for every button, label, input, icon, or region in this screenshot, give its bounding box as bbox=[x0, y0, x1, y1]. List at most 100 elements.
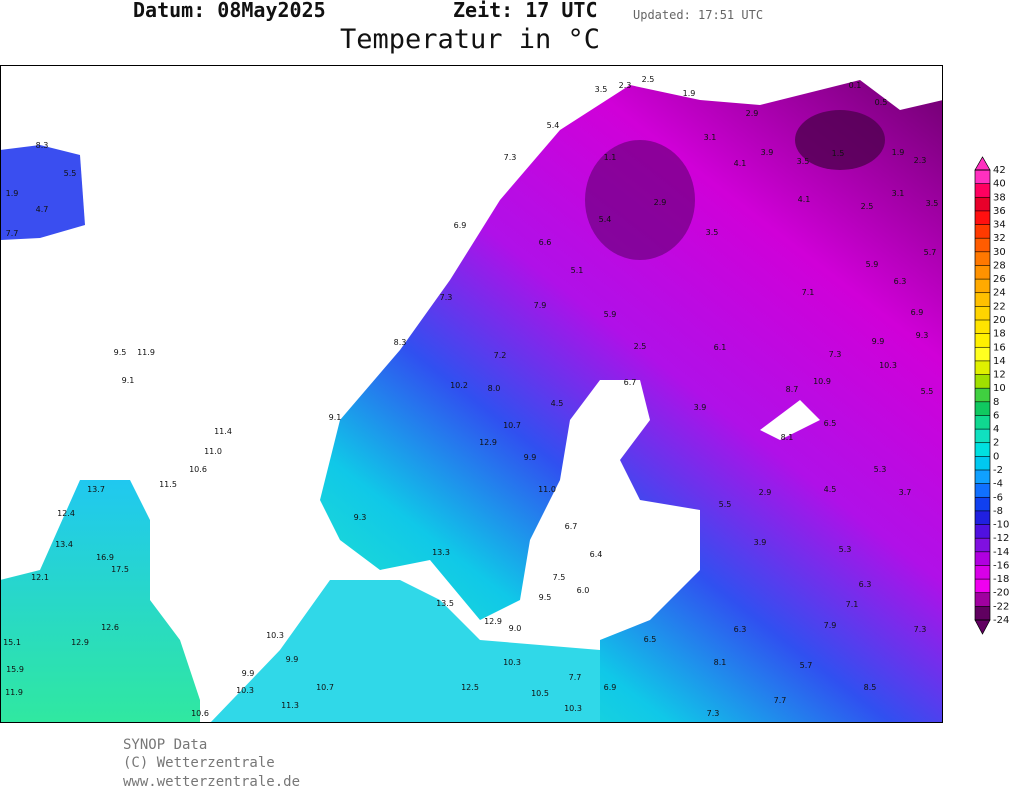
station-value: 10.2 bbox=[450, 381, 468, 390]
colorbar-label: 16 bbox=[993, 342, 1006, 353]
colorbar-band bbox=[975, 442, 990, 457]
station-value: 9.5 bbox=[539, 593, 552, 602]
station-value: 9.9 bbox=[872, 337, 885, 346]
station-value: 13.5 bbox=[436, 599, 454, 608]
station-value: 7.1 bbox=[846, 600, 859, 609]
station-value: 4.1 bbox=[734, 159, 747, 168]
station-value: 6.4 bbox=[590, 550, 603, 559]
station-value: 10.3 bbox=[266, 631, 284, 640]
station-value: 7.3 bbox=[829, 350, 842, 359]
station-value: 3.5 bbox=[595, 85, 608, 94]
station-value: 7.3 bbox=[440, 293, 453, 302]
colorbar-band bbox=[975, 388, 990, 403]
station-value: 5.9 bbox=[866, 260, 879, 269]
station-value: 7.9 bbox=[824, 621, 837, 630]
colorbar-band bbox=[975, 606, 990, 621]
station-value: 7.7 bbox=[774, 696, 787, 705]
cold-core bbox=[795, 110, 885, 170]
colorbar-top-arrow bbox=[974, 156, 991, 171]
title: Temperatur in °C bbox=[340, 24, 600, 55]
station-value: 8.1 bbox=[781, 433, 794, 442]
colorbar-label: 4 bbox=[993, 424, 999, 435]
station-value: 0.1 bbox=[849, 81, 862, 90]
station-value: 13.7 bbox=[87, 485, 105, 494]
land-central-europe bbox=[210, 580, 600, 722]
colorbar-band bbox=[975, 565, 990, 580]
date: Datum: 08May2025 bbox=[133, 0, 326, 22]
colorbar-band bbox=[975, 197, 990, 212]
colorbar-band bbox=[975, 551, 990, 566]
station-value: 6.1 bbox=[714, 343, 727, 352]
station-value: 8.7 bbox=[786, 385, 799, 394]
station-value: 1.5 bbox=[832, 149, 845, 158]
station-value: 6.9 bbox=[911, 308, 924, 317]
station-value: 12.9 bbox=[479, 438, 497, 447]
station-value: 3.9 bbox=[694, 403, 707, 412]
station-value: 10.9 bbox=[813, 377, 831, 386]
colorbar-label: -20 bbox=[993, 588, 1009, 599]
station-value: 12.9 bbox=[71, 638, 89, 647]
colorbar-label: 32 bbox=[993, 233, 1006, 244]
colorbar-band bbox=[975, 238, 990, 253]
colorbar-label: 6 bbox=[993, 410, 999, 421]
colorbar-label: 26 bbox=[993, 274, 1006, 285]
colorbar-label: 24 bbox=[993, 288, 1006, 299]
colorbar-label: 14 bbox=[993, 356, 1006, 367]
station-value: 3.5 bbox=[797, 157, 810, 166]
colorbar-band bbox=[975, 524, 990, 539]
station-value: 2.5 bbox=[861, 202, 874, 211]
station-value: 5.4 bbox=[599, 215, 612, 224]
station-value: 2.9 bbox=[654, 198, 667, 207]
station-value: 3.7 bbox=[899, 488, 912, 497]
station-value: 7.5 bbox=[553, 573, 566, 582]
colorbar-band bbox=[975, 483, 990, 498]
colorbar-label: -18 bbox=[993, 574, 1009, 585]
station-value: 6.7 bbox=[565, 522, 578, 531]
colorbar-band bbox=[975, 401, 990, 416]
colorbar-band bbox=[975, 183, 990, 198]
station-values: 3.5 2.3 2.5 1.9 2.9 0.1 0.5 1.5 1.9 2.3 3.1 4.1 3.9 3… bbox=[3, 75, 938, 718]
station-value: 10.7 bbox=[316, 683, 334, 692]
station-value: 12.4 bbox=[57, 509, 75, 518]
colorbar-band bbox=[975, 510, 990, 526]
colorbar-label: 22 bbox=[993, 301, 1006, 312]
land-fennoscandia bbox=[320, 80, 942, 722]
station-value: 10.7 bbox=[503, 421, 521, 430]
colorbar-band bbox=[975, 538, 990, 553]
colorbar-label: 0 bbox=[993, 451, 999, 462]
station-value: 10.6 bbox=[189, 465, 207, 474]
colorbar-band bbox=[975, 456, 990, 471]
station-value: 3.9 bbox=[761, 148, 774, 157]
colorbar-label: -2 bbox=[993, 465, 1003, 476]
station-value: 11.0 bbox=[204, 447, 222, 456]
station-value: 12.6 bbox=[101, 623, 119, 632]
colorbar-label: -16 bbox=[993, 560, 1009, 571]
station-value: 5.1 bbox=[571, 266, 584, 275]
updated: Updated: 17:51 UTC bbox=[633, 8, 763, 22]
station-value: 3.5 bbox=[706, 228, 719, 237]
land-iceland bbox=[1, 145, 85, 240]
station-value: 3.1 bbox=[892, 189, 905, 198]
station-value: 11.9 bbox=[5, 688, 23, 697]
station-value: 6.7 bbox=[624, 378, 637, 387]
colorbar-band bbox=[975, 292, 990, 307]
colorbar-band bbox=[975, 170, 990, 185]
cold-core bbox=[585, 140, 695, 260]
colorbar-label: 2 bbox=[993, 438, 999, 449]
station-value: 10.3 bbox=[236, 686, 254, 695]
colorbar-band bbox=[975, 347, 990, 362]
station-value: 9.1 bbox=[122, 376, 135, 385]
station-value: 6.6 bbox=[539, 238, 552, 247]
station-value: 6.3 bbox=[894, 277, 907, 286]
station-value: 8.5 bbox=[864, 683, 877, 692]
station-value: 8.3 bbox=[394, 338, 407, 347]
colorbar-band bbox=[975, 360, 990, 376]
colorbar-label: 10 bbox=[993, 383, 1006, 394]
station-value: 8.3 bbox=[36, 141, 49, 150]
station-value: 8.0 bbox=[488, 384, 501, 393]
colorbar-band bbox=[975, 497, 990, 512]
station-value: 1.9 bbox=[683, 89, 696, 98]
station-value: 15.1 bbox=[3, 638, 21, 647]
station-value: 9.1 bbox=[329, 413, 342, 422]
station-value: 10.3 bbox=[503, 658, 521, 667]
